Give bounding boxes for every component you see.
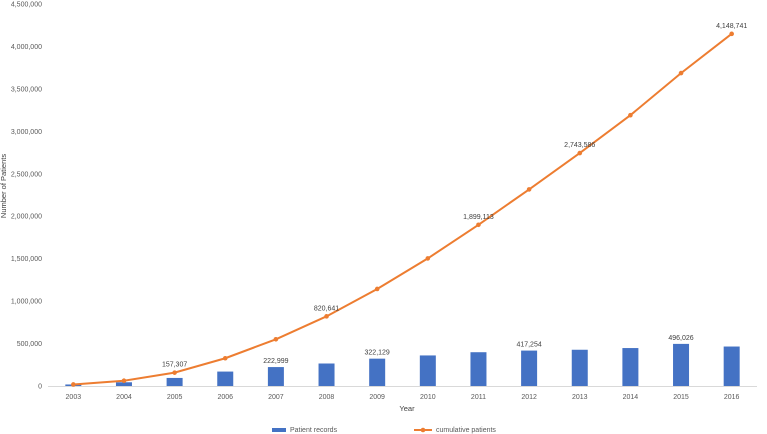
line-point [71,382,76,387]
x-tick-label: 2009 [369,394,385,401]
line-point [476,222,481,228]
x-tick-label: 2011 [471,394,486,401]
bar [723,346,740,386]
bar-data-label: 222,999 [263,358,288,365]
data-labels: 222,999 322,129 417,254 496,026 157,307 820,6… [162,23,747,369]
legend-swatch-patient-records [272,428,286,432]
line-point [729,31,734,37]
x-tick-label: 2015 [673,394,689,401]
y-tick-label: 3,500,000 [11,86,42,93]
line-point [374,286,380,292]
y-tick-label: 2,500,000 [11,171,42,178]
x-tick-label: 2004 [116,394,132,401]
line-data-label: 2,743,586 [564,142,595,149]
line-point [324,314,329,319]
line-point [222,355,228,361]
y-tick-label: 2,000,000 [11,214,42,221]
x-tick-label: 2012 [521,394,537,401]
bar [571,349,588,386]
legend-marker-cumulative-patients [420,427,426,433]
line-point [526,187,532,192]
bar-data-label: 496,026 [668,335,693,342]
line-series-cumulative-patients [73,33,733,386]
y-tick-label: 4,000,000 [11,44,42,51]
bar [166,377,183,386]
bar [318,363,335,386]
y-tick-label: 3,000,000 [11,129,42,136]
x-tick-label: 2006 [217,394,233,401]
y-tick-label: 4,500,000 [11,2,42,9]
line-markers [71,31,734,387]
bar [369,358,386,386]
x-tick-label: 2008 [319,394,335,401]
line-data-label: 4,148,741 [716,23,747,30]
line-point [121,378,127,384]
x-tick-label: 2005 [167,394,183,401]
bar [673,343,690,386]
legend-label-cumulative-patients: cumulative patients [436,427,496,434]
y-axis-ticks: 0 500,000 1,000,000 1,500,000 2,000,000 2,500… [11,2,42,391]
legend: Patient records cumulative patients [272,427,496,434]
x-axis-ticks: 2003 2004 2005 2006 2007 2008 2009 2010 2011 2012… [66,394,740,401]
y-tick-label: 1,000,000 [11,299,42,306]
y-tick-label: 1,500,000 [11,256,42,263]
line-data-label: 820,641 [314,305,339,312]
x-axis-title: Year [399,404,415,413]
bar [470,352,487,386]
line-point [425,256,431,261]
line-point [577,150,583,156]
bar-data-label: 322,129 [365,350,390,357]
line-data-label: 157,307 [162,362,187,369]
y-tick-label: 500,000 [17,341,42,348]
line-point [273,337,279,342]
x-tick-label: 2007 [268,394,284,401]
x-tick-label: 2003 [66,394,82,401]
bar [521,350,538,386]
line-point [678,70,684,76]
bar [267,367,284,386]
line-point [172,370,177,375]
y-axis-title: Number of Patients [0,154,8,218]
bar-series-patient-records [65,343,740,386]
bar-data-label: 417,254 [516,342,541,349]
bar [115,382,132,386]
x-tick-label: 2013 [572,394,588,401]
x-tick-label: 2016 [724,394,740,401]
bar [419,355,436,386]
bar [217,371,234,386]
line-point [628,112,633,118]
legend-label-patient-records: Patient records [290,427,338,434]
x-tick-label: 2014 [623,394,639,401]
x-tick-label: 2010 [420,394,436,401]
line-data-label: 1,899,113 [463,214,494,221]
bar [622,348,639,386]
y-tick-label: 0 [38,384,42,391]
